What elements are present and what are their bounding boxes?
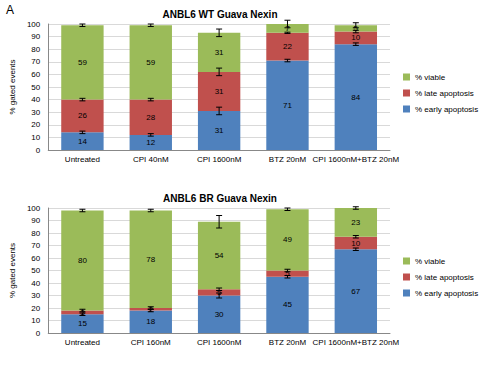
svg-text:31: 31 [215,48,224,57]
svg-text:54: 54 [215,251,224,260]
svg-text:60: 60 [31,70,40,79]
svg-text:80: 80 [78,256,87,265]
svg-text:70: 70 [31,241,40,250]
svg-text:59: 59 [146,58,155,67]
svg-text:0: 0 [36,329,41,338]
svg-text:40: 40 [31,95,40,104]
svg-text:CPI 1600nM+BTZ 20nM: CPI 1600nM+BTZ 20nM [313,155,400,164]
svg-text:80: 80 [31,229,40,238]
svg-text:100: 100 [27,20,41,29]
svg-text:Untreated: Untreated [65,155,100,164]
svg-text:49: 49 [283,235,292,244]
svg-text:12: 12 [146,138,155,147]
svg-text:23: 23 [351,218,360,227]
svg-text:10: 10 [31,316,40,325]
svg-text:50: 50 [31,83,40,92]
svg-text:59: 59 [78,58,87,67]
svg-text:A: A [6,3,14,17]
svg-text:% gated events: % gated events [8,243,17,298]
svg-text:% late apoptosis: % late apoptosis [415,89,474,98]
svg-text:10: 10 [351,239,360,248]
svg-text:22: 22 [283,42,292,51]
svg-text:CPI 1600nM: CPI 1600nM [197,338,242,347]
svg-text:78: 78 [146,255,155,264]
svg-text:BTZ 20nM: BTZ 20nM [269,338,307,347]
svg-text:90: 90 [31,32,40,41]
svg-text:14: 14 [78,137,87,146]
svg-text:% viable: % viable [415,257,446,266]
svg-text:26: 26 [78,111,87,120]
svg-text:50: 50 [31,266,40,275]
svg-text:10: 10 [351,33,360,42]
svg-text:ANBL6 BR Guava Nexin: ANBL6 BR Guava Nexin [163,193,277,204]
svg-text:40: 40 [31,279,40,288]
svg-text:5: 5 [216,287,222,297]
svg-text:10: 10 [31,133,40,142]
svg-text:30: 30 [31,291,40,300]
svg-text:CPI 160nM: CPI 160nM [131,338,171,347]
svg-text:3: 3 [80,308,85,317]
svg-text:CPI 40nM: CPI 40nM [133,155,169,164]
svg-text:60: 60 [31,254,40,263]
svg-text:% viable: % viable [415,73,446,82]
svg-text:71: 71 [283,101,292,110]
svg-text:ANBL6 WT Guava Nexin: ANBL6 WT Guava Nexin [162,9,277,20]
svg-text:5: 5 [353,23,359,33]
svg-text:% late apoptosis: % late apoptosis [415,273,474,282]
svg-text:Untreated: Untreated [65,338,100,347]
svg-text:% gated events: % gated events [8,59,17,114]
svg-text:45: 45 [283,300,292,309]
svg-text:CPI 1600nM: CPI 1600nM [197,155,242,164]
svg-text:20: 20 [31,304,40,313]
svg-text:0: 0 [36,146,41,155]
svg-text:30: 30 [31,108,40,117]
svg-text:18: 18 [146,317,155,326]
svg-text:80: 80 [31,45,40,54]
svg-text:84: 84 [351,93,360,102]
svg-text:31: 31 [215,126,224,135]
svg-text:31: 31 [215,87,224,96]
svg-text:90: 90 [31,216,40,225]
svg-text:% early apoptosis: % early apoptosis [415,289,478,298]
svg-text:2: 2 [149,305,154,314]
svg-text:70: 70 [31,57,40,66]
svg-text:15: 15 [78,319,87,328]
svg-text:28: 28 [146,113,155,122]
svg-text:5: 5 [285,269,290,278]
svg-text:100: 100 [27,204,41,213]
svg-text:BTZ 20nM: BTZ 20nM [269,155,307,164]
svg-text:30: 30 [215,310,224,319]
svg-text:7: 7 [285,23,290,33]
svg-text:20: 20 [31,120,40,129]
svg-text:CPI 1600nM+BTZ 20nM: CPI 1600nM+BTZ 20nM [313,338,400,347]
svg-text:% early apoptosis: % early apoptosis [415,105,478,114]
svg-text:67: 67 [351,287,360,296]
